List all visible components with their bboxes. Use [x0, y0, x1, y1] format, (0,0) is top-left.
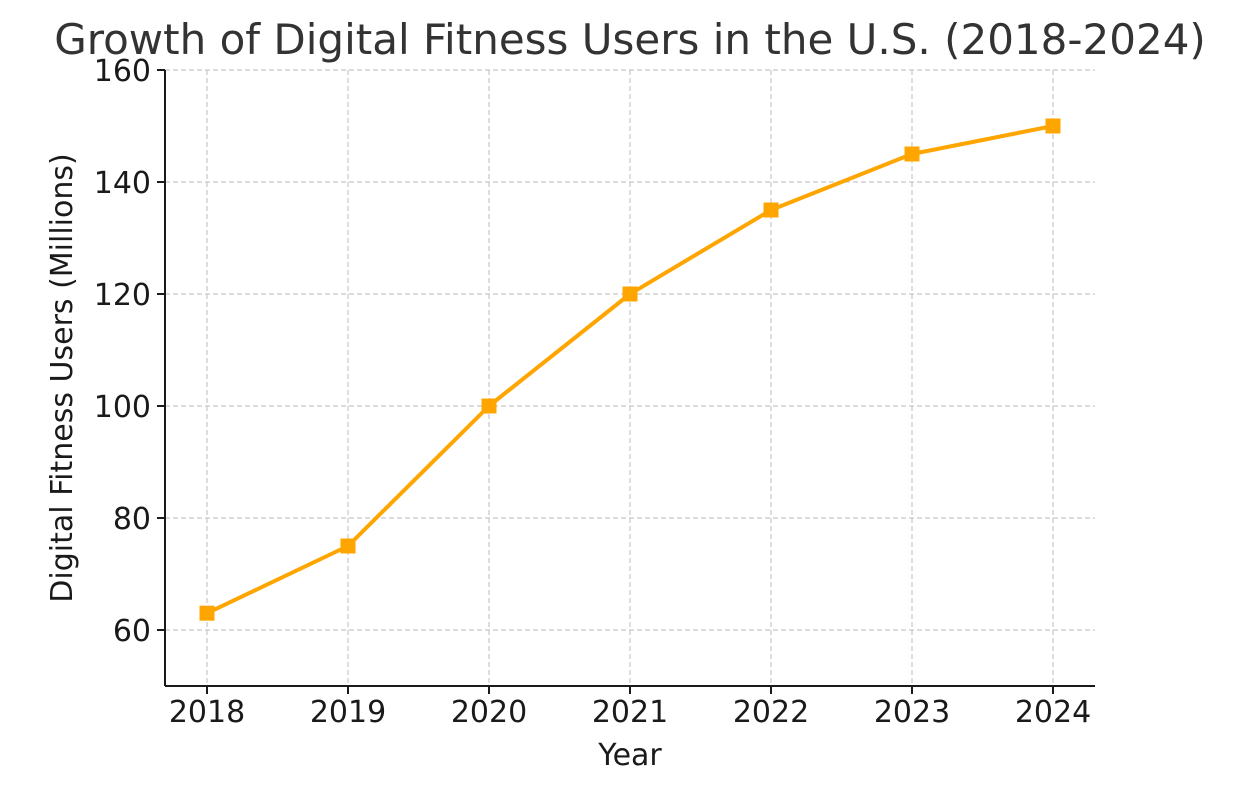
- data-point-marker: [1045, 118, 1061, 134]
- x-axis-label: Year: [597, 738, 662, 773]
- y-tick-label: 140: [94, 166, 151, 201]
- y-tick-label: 60: [113, 614, 151, 649]
- y-tick-label: 120: [94, 278, 151, 313]
- y-axis-label: Digital Fitness Users (Millions): [45, 153, 80, 602]
- y-tick-label: 100: [94, 390, 151, 425]
- data-point-marker: [622, 286, 638, 302]
- axes: [157, 69, 1095, 694]
- y-tick-label: 160: [94, 54, 151, 89]
- data-series: [199, 118, 1061, 621]
- x-tick-label: 2021: [592, 695, 668, 730]
- data-point-marker: [763, 202, 779, 218]
- data-point-marker: [481, 398, 497, 414]
- y-tick-label: 80: [113, 502, 151, 537]
- data-point-marker: [340, 538, 356, 554]
- x-tick-label: 2020: [451, 695, 527, 730]
- x-tick-label: 2019: [310, 695, 386, 730]
- chart-title: Growth of Digital Fitness Users in the U…: [54, 15, 1206, 64]
- data-point-marker: [904, 146, 920, 162]
- data-point-marker: [199, 605, 215, 621]
- x-tick-label: 2022: [733, 695, 809, 730]
- tick-labels: 60 80 100 120 140 160 2018 2019 2020 2021 2022 2023…: [94, 54, 1091, 730]
- x-tick-label: 2018: [169, 695, 245, 730]
- x-tick-label: 2024: [1015, 695, 1091, 730]
- x-tick-label: 2023: [874, 695, 950, 730]
- grid-lines: [165, 69, 1095, 686]
